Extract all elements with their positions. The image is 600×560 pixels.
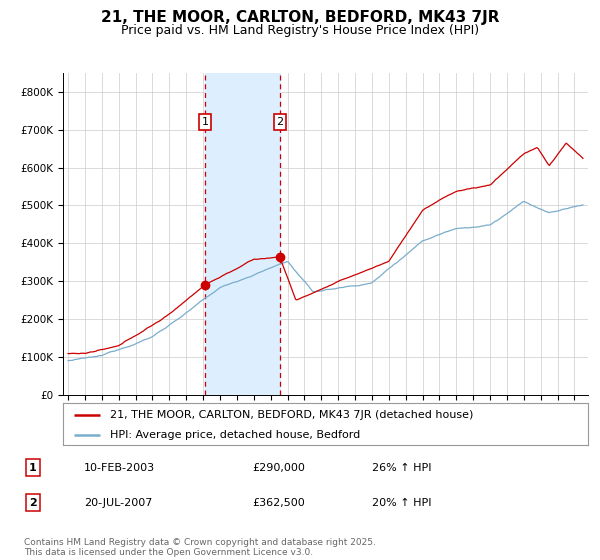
Text: Contains HM Land Registry data © Crown copyright and database right 2025.
This d: Contains HM Land Registry data © Crown c… [24, 538, 376, 557]
Text: 20-JUL-2007: 20-JUL-2007 [84, 498, 152, 507]
Text: 10-FEB-2003: 10-FEB-2003 [84, 463, 155, 473]
Text: HPI: Average price, detached house, Bedford: HPI: Average price, detached house, Bedf… [110, 430, 361, 440]
Text: 2: 2 [277, 117, 283, 127]
Text: £362,500: £362,500 [252, 498, 305, 507]
Text: 1: 1 [29, 463, 37, 473]
Text: £290,000: £290,000 [252, 463, 305, 473]
Text: 2: 2 [29, 498, 37, 507]
Text: Price paid vs. HM Land Registry's House Price Index (HPI): Price paid vs. HM Land Registry's House … [121, 24, 479, 36]
Text: 1: 1 [202, 117, 208, 127]
Text: 21, THE MOOR, CARLTON, BEDFORD, MK43 7JR (detached house): 21, THE MOOR, CARLTON, BEDFORD, MK43 7JR… [110, 410, 473, 420]
Text: 21, THE MOOR, CARLTON, BEDFORD, MK43 7JR: 21, THE MOOR, CARLTON, BEDFORD, MK43 7JR [101, 10, 499, 25]
Text: 26% ↑ HPI: 26% ↑ HPI [372, 463, 431, 473]
Text: 20% ↑ HPI: 20% ↑ HPI [372, 498, 431, 507]
Bar [205, 73, 280, 395]
